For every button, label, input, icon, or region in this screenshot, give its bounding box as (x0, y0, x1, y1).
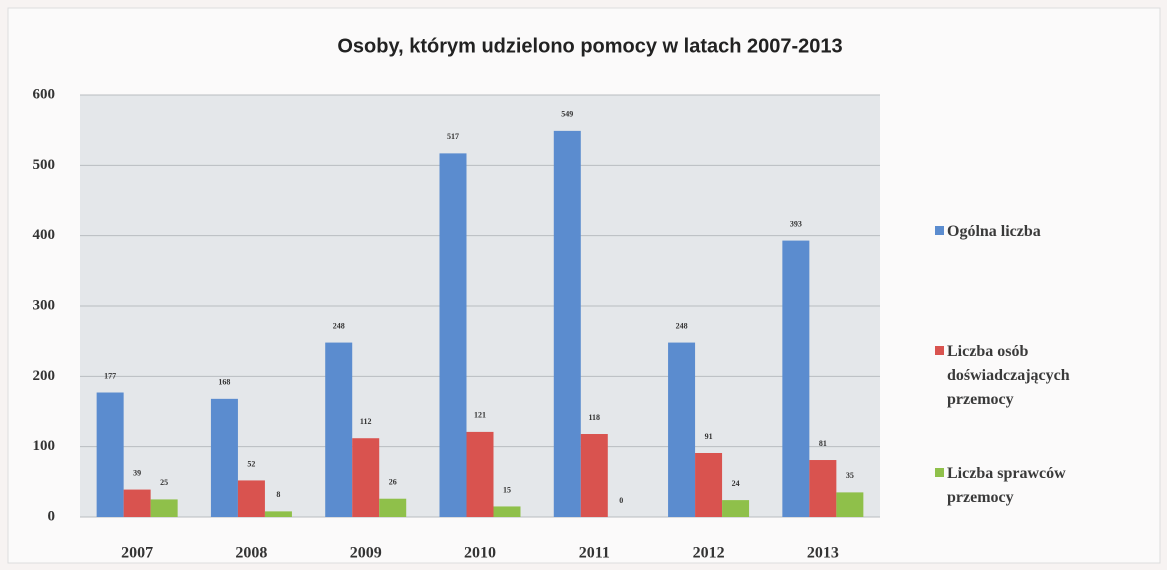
legend-label: Ogólna liczba (947, 220, 1097, 244)
data-label: 24 (732, 479, 740, 488)
bar (238, 480, 265, 517)
x-tick-label: 2011 (579, 545, 610, 562)
bar (554, 131, 581, 517)
data-label: 8 (276, 490, 280, 499)
y-tick-label: 500 (33, 157, 56, 173)
chart-title: Osoby, którym udzielono pomocy w latach … (337, 35, 842, 57)
bar (695, 453, 722, 517)
x-tick-label: 2007 (121, 545, 153, 562)
data-label: 517 (447, 132, 459, 141)
bar (265, 511, 292, 517)
x-tick-label: 2008 (235, 545, 267, 562)
bar (494, 506, 521, 517)
data-label: 248 (333, 321, 345, 330)
data-label: 248 (676, 321, 688, 330)
bar (325, 343, 352, 517)
data-label: 112 (360, 417, 372, 426)
y-tick-label: 100 (33, 438, 56, 454)
legend-item: Liczba sprawców przemocy (935, 462, 1135, 510)
legend-swatch (935, 468, 944, 477)
data-label: 35 (846, 471, 854, 480)
legend-label: Liczba sprawców przemocy (947, 462, 1097, 510)
data-label: 549 (561, 110, 573, 119)
data-label: 393 (790, 219, 802, 228)
bar (211, 399, 238, 517)
bar (581, 434, 608, 517)
data-label: 39 (133, 468, 141, 477)
legend-item: Liczba osób doświadczających przemocy (935, 340, 1135, 412)
bar (97, 393, 124, 517)
legend-swatch (935, 226, 944, 235)
bar (809, 460, 836, 517)
data-label: 52 (247, 459, 255, 468)
y-tick-label: 400 (33, 227, 56, 243)
data-label: 0 (619, 496, 623, 505)
bar (151, 499, 178, 517)
x-tick-label: 2013 (807, 545, 839, 562)
data-label: 177 (104, 371, 116, 380)
data-label: 25 (160, 478, 168, 487)
data-label: 26 (389, 478, 397, 487)
page: Osoby, którym udzielono pomocy w latach … (0, 0, 1167, 570)
bar (352, 438, 379, 517)
legend-label: Liczba osób doświadczających przemocy (947, 340, 1097, 412)
bar (440, 153, 467, 517)
data-label: 81 (819, 439, 827, 448)
legend-item: Ogólna liczba (935, 220, 1135, 244)
legend-swatch (935, 346, 944, 355)
bar (467, 432, 494, 517)
data-label: 15 (503, 485, 511, 494)
x-tick-label: 2009 (350, 545, 382, 562)
y-tick-label: 600 (33, 86, 56, 102)
data-label: 91 (705, 432, 713, 441)
data-label: 118 (589, 413, 601, 422)
data-label: 121 (474, 411, 486, 420)
x-tick-label: 2010 (464, 545, 496, 562)
bar (722, 500, 749, 517)
bar (836, 492, 863, 517)
bar (124, 490, 151, 517)
bar (379, 499, 406, 517)
x-tick-label: 2012 (693, 545, 725, 562)
y-tick-label: 200 (33, 368, 56, 384)
y-tick-label: 300 (33, 297, 56, 313)
bar (782, 241, 809, 517)
bar (668, 343, 695, 517)
y-tick-label: 0 (48, 508, 56, 524)
data-label: 168 (218, 378, 230, 387)
